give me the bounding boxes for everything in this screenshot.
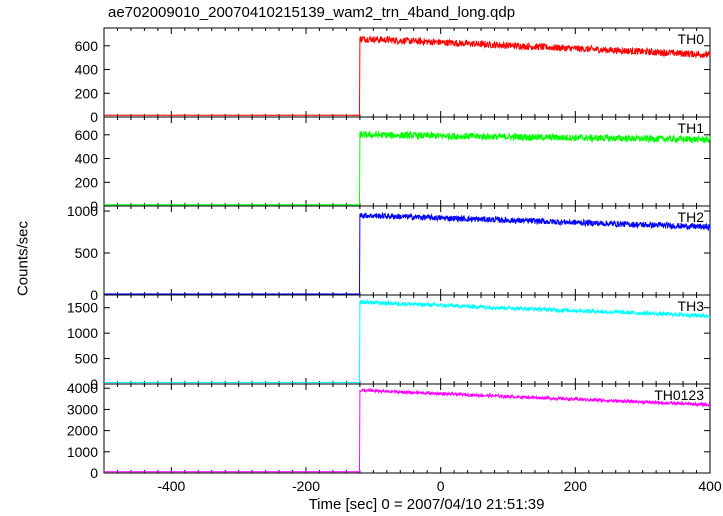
y-tick-label: 500: [75, 245, 99, 261]
y-tick-label: 0: [90, 376, 98, 392]
y-tick-label: 0: [90, 198, 98, 214]
y-tick-label: 200: [75, 174, 99, 190]
x-tick-label: 200: [564, 478, 588, 494]
series-label-th1: TH1: [678, 120, 705, 136]
series-label-th0: TH0: [678, 31, 705, 47]
y-tick-label: 1000: [67, 325, 98, 341]
series-line-th1: [103, 130, 711, 206]
panel-frame-th3: [103, 294, 711, 385]
panel-frame-th0123: [103, 383, 711, 474]
y-tick-label: 0: [90, 465, 98, 481]
x-tick-label: 0: [437, 478, 445, 494]
y-tick-label: 400: [75, 62, 99, 78]
panel-frame-th0: [103, 27, 711, 118]
y-tick-label: 1000: [67, 444, 98, 460]
series-line-th0123: [104, 387, 711, 473]
y-tick-label: 1000: [67, 203, 98, 219]
x-tick-label: -400: [157, 478, 185, 494]
y-tick-label: 200: [75, 85, 99, 101]
series-line-th3: [103, 298, 711, 384]
y-tick-label: 2000: [67, 423, 98, 439]
y-tick-label: 0: [90, 109, 98, 125]
y-axis-label: Counts/sec: [14, 220, 32, 297]
x-tick-label: -200: [292, 478, 320, 494]
series-label-th3: TH3: [678, 298, 705, 314]
series-line-th0: [103, 34, 711, 117]
y-tick-label: 500: [75, 351, 99, 367]
series-label-th0123: TH0123: [654, 387, 704, 403]
panel-frame-th1: [103, 116, 711, 207]
y-tick-label: 4000: [67, 380, 98, 396]
y-tick-label: 400: [75, 151, 99, 167]
y-tick-label: 600: [75, 38, 99, 54]
series-line-th2: [103, 211, 711, 295]
chart-title: ae702009010_20070410215139_wam2_trn_4ban…: [108, 4, 516, 21]
y-tick-label: 0: [90, 287, 98, 303]
y-tick-label: 1500: [67, 300, 98, 316]
x-axis-label: Time [sec] 0 = 2007/04/10 21:51:39: [308, 496, 545, 513]
panel-frame-th2: [103, 205, 711, 296]
y-tick-label: 3000: [67, 401, 98, 417]
x-tick-label: 400: [698, 478, 722, 494]
series-label-th2: TH2: [678, 209, 705, 225]
y-tick-label: 600: [75, 127, 99, 143]
